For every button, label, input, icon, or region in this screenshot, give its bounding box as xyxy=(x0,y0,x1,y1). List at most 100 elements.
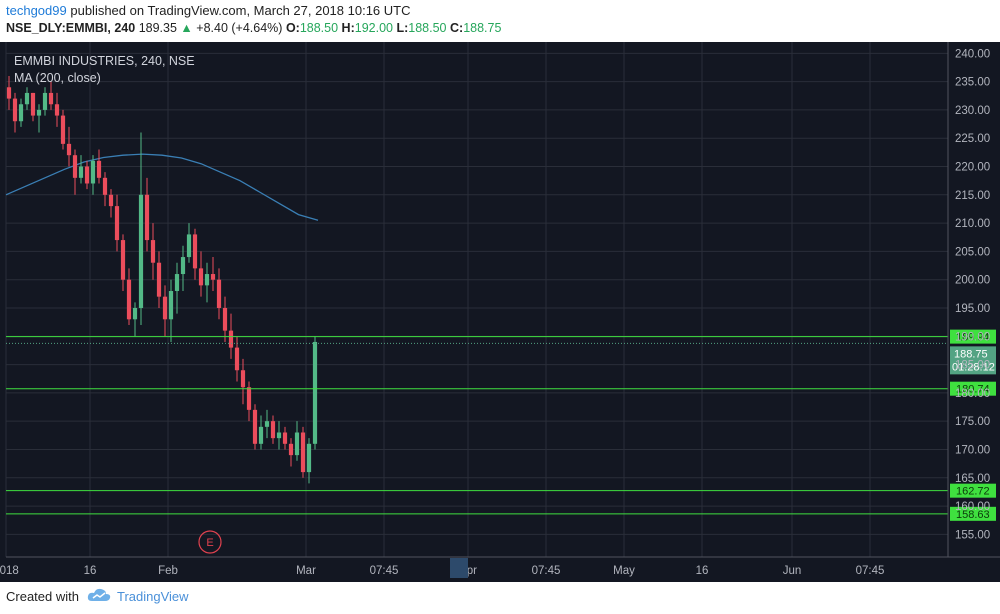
author-link[interactable]: techgod99 xyxy=(6,3,67,18)
candle-body xyxy=(150,240,156,263)
candle-body xyxy=(42,92,48,110)
x-tick-label: 16 xyxy=(696,565,709,577)
y-tick-label: 200.00 xyxy=(955,275,990,287)
candle-body xyxy=(90,160,96,184)
candle-body xyxy=(270,421,276,439)
y-tick-label: 180.00 xyxy=(955,388,990,400)
candle-body xyxy=(282,432,288,444)
candle-body xyxy=(114,206,120,241)
candle-body xyxy=(300,432,306,473)
y-tick-label: 195.00 xyxy=(955,303,990,315)
candle-body xyxy=(174,274,180,292)
candles-layer xyxy=(6,75,318,484)
candle-body xyxy=(276,432,282,439)
candle-body xyxy=(96,160,102,178)
candle-body xyxy=(132,307,138,320)
candle-body xyxy=(180,257,186,275)
candle-body xyxy=(192,234,198,269)
publish-info: techgod99 published on TradingView.com, … xyxy=(6,3,411,18)
y-tick-label: 170.00 xyxy=(955,444,990,456)
current-price-badge xyxy=(950,346,996,375)
candle-body xyxy=(228,330,234,348)
y-tick-label: 220.00 xyxy=(955,162,990,174)
indicator-label: MA (200, close) xyxy=(14,71,101,85)
open-value: 188.50 xyxy=(299,21,339,35)
candle-body xyxy=(78,166,84,178)
tradingview-link[interactable]: TradingView xyxy=(116,589,189,604)
candle-body xyxy=(168,291,174,320)
y-tick-label: 210.00 xyxy=(955,218,990,230)
axes-layer: 155.00 160.00 165.00 170.00 175.00 180.00 185.… xyxy=(0,42,1000,578)
level-badge xyxy=(950,506,996,521)
y-tick-label: 185.00 xyxy=(955,360,990,372)
earnings-marker-icon xyxy=(198,530,222,554)
candle-body xyxy=(240,370,246,388)
chart-background xyxy=(0,42,1000,582)
candle-body xyxy=(66,143,72,156)
open-label: O: xyxy=(285,21,300,35)
x-axis-highlight xyxy=(450,558,468,578)
candle-body xyxy=(264,421,270,427)
candle-body xyxy=(210,274,216,280)
created-with-text: Created with xyxy=(6,589,79,604)
high-value: 192.00 xyxy=(354,21,393,35)
candle-body xyxy=(186,234,192,258)
candle-body xyxy=(84,166,90,184)
candle-body xyxy=(222,307,228,331)
y-tick-label: 160.00 xyxy=(955,501,990,513)
candle-body xyxy=(102,177,108,195)
y-tick-label: 240.00 xyxy=(955,48,990,60)
moving-average-layer xyxy=(5,153,319,221)
level-label: 158.63 xyxy=(956,509,990,521)
x-tick-label: Mar xyxy=(296,565,316,577)
x-tick-label: 2018 xyxy=(0,565,19,577)
level-badge xyxy=(950,381,996,396)
candle-body xyxy=(138,194,144,308)
symbol-name: NSE_DLY:EMMBI, 240 xyxy=(6,21,136,35)
price-chart[interactable]: 189.94180.74162.72158.63188.7501:28:12E … xyxy=(0,42,1000,582)
candle-body xyxy=(30,92,36,116)
x-tick-label: 16 xyxy=(84,565,97,577)
candle-body xyxy=(48,92,54,105)
close-label: C: xyxy=(450,21,464,35)
current-price-label: 188.75 xyxy=(954,348,988,360)
published-text: published on TradingView.com, March 27, … xyxy=(70,3,411,18)
price-change: +8.40 (+4.64%) xyxy=(196,21,283,35)
y-tick-label: 155.00 xyxy=(955,529,990,541)
candle-body xyxy=(288,443,294,456)
candle-body xyxy=(18,104,24,122)
level-badge xyxy=(950,329,996,344)
y-tick-label: 190.00 xyxy=(955,331,990,343)
countdown-label: 01:28:12 xyxy=(952,361,995,373)
last-price: 189.35 xyxy=(138,21,177,35)
candle-body xyxy=(252,409,258,444)
candle-body xyxy=(258,426,264,444)
low-value: 188.50 xyxy=(408,21,447,35)
candle-body xyxy=(120,240,126,280)
close-value: 188.75 xyxy=(463,21,502,35)
candle-body xyxy=(294,432,300,456)
candle-body xyxy=(36,109,42,116)
candle-body xyxy=(126,279,132,320)
candle-body xyxy=(108,194,114,207)
low-label: L: xyxy=(396,21,409,35)
x-tick-label: 07:45 xyxy=(856,565,885,577)
candle-body xyxy=(312,341,318,444)
candle-body xyxy=(162,296,168,320)
candle-body xyxy=(24,92,30,105)
symbol-line: NSE_DLY:EMMBI, 240 189.35 ▲ +8.40 (+4.64… xyxy=(6,21,501,35)
level-label: 180.74 xyxy=(956,384,990,396)
high-label: H: xyxy=(341,21,355,35)
footer: Created with TradingView xyxy=(6,588,189,605)
x-tick-label: May xyxy=(613,565,635,577)
candle-body xyxy=(234,347,240,371)
x-tick-label: 07:45 xyxy=(370,565,399,577)
y-tick-label: 230.00 xyxy=(955,105,990,117)
earnings-marker-label: E xyxy=(206,537,213,549)
y-tick-label: 215.00 xyxy=(955,190,990,202)
tradingview-logo-icon xyxy=(87,588,111,605)
candle-body xyxy=(72,155,78,178)
level-label: 162.72 xyxy=(956,486,990,498)
y-tick-label: 225.00 xyxy=(955,133,990,145)
